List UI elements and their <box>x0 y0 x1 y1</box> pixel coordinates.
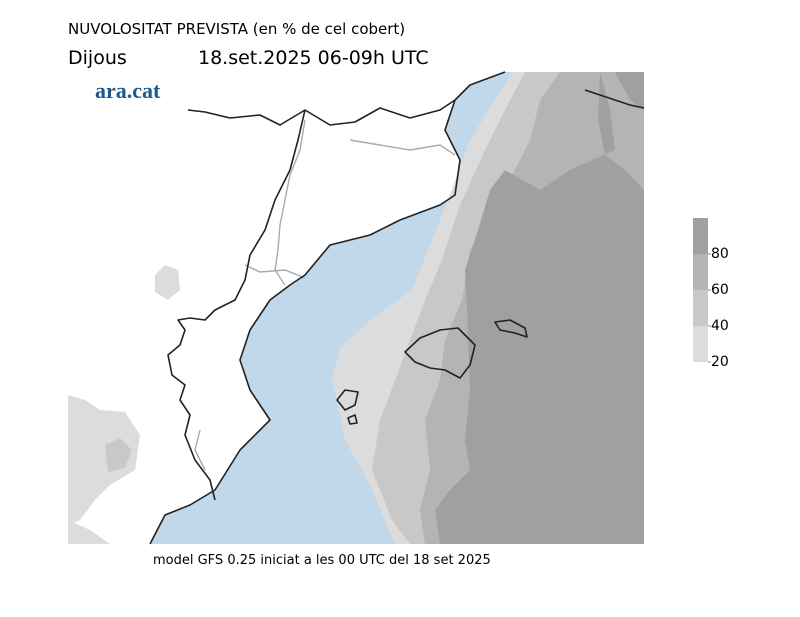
title: NUVOLOSITAT PREVISTA (en % de cel cobert… <box>68 20 405 38</box>
logo: ara.cat <box>95 78 161 103</box>
colorbar-tick-label: 40 <box>711 318 729 334</box>
footer: model GFS 0.25 iniciat a les 00 UTC del … <box>153 553 491 568</box>
colorbar-segment <box>693 218 708 254</box>
colorbar-tick-label: 80 <box>711 246 729 262</box>
colorbar-tick-label: 60 <box>711 282 729 298</box>
day: Dijous <box>68 47 127 69</box>
colorbar: 20 40 60 80 <box>693 218 729 370</box>
colorbar-tick-label: 20 <box>711 354 729 370</box>
period: 18.set.2025 06-09h UTC <box>198 47 429 69</box>
colorbar-segment <box>693 254 708 290</box>
map <box>68 71 645 545</box>
colorbar-segment <box>693 326 708 362</box>
colorbar-segment <box>693 290 708 326</box>
